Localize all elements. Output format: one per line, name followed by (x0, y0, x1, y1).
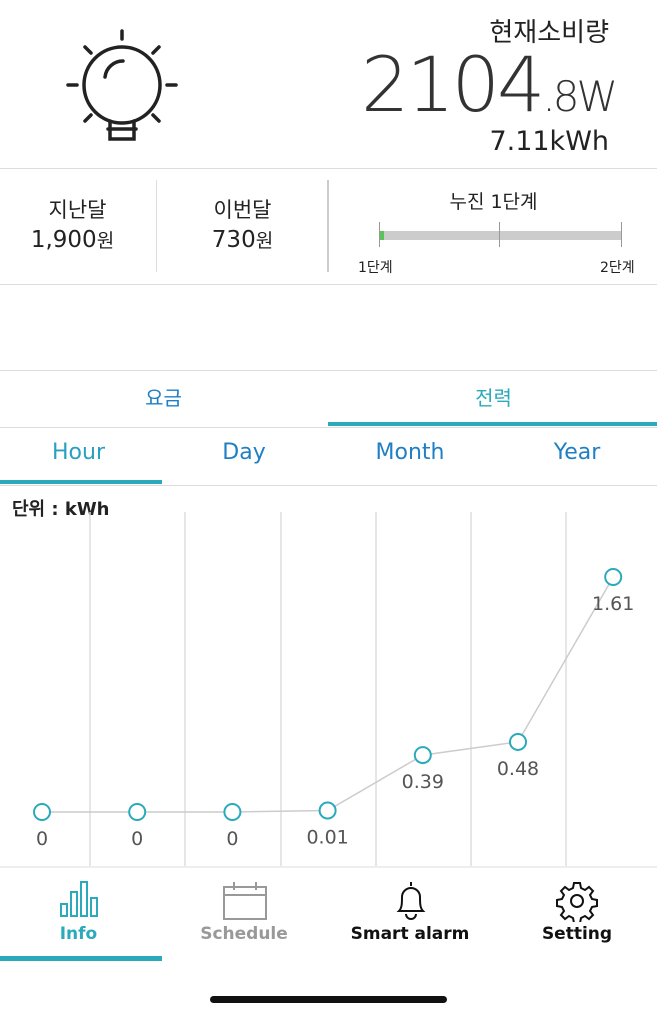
bulb-icon (66, 29, 178, 141)
nav-item[interactable]: Setting (541, 924, 613, 944)
subtab[interactable]: Month (375, 440, 445, 465)
last-month-value: 1,900원 (0, 226, 145, 253)
tab-active[interactable]: 전력 (475, 386, 512, 410)
header-title: 현재소비량 (489, 18, 609, 48)
point (318, 801, 337, 820)
value-label: 0.48 (497, 758, 539, 780)
this-month-value: 730원 (160, 226, 325, 253)
tab[interactable]: 요금 (145, 386, 182, 410)
value-label: 0 (226, 828, 238, 850)
value: 730 (211, 227, 256, 253)
home-indicator (210, 996, 447, 1003)
tier-start: 1단계 (358, 260, 393, 276)
value-label: 1.61 (592, 593, 634, 615)
alarm-icon[interactable] (390, 879, 432, 921)
unit: 원 (255, 230, 274, 252)
unit-label: 단위 : kWh (12, 499, 110, 520)
point (509, 732, 527, 751)
current-power: 2104.8W (360, 40, 618, 129)
value-label: 0.01 (306, 827, 348, 849)
schedule-icon[interactable] (222, 881, 268, 921)
subtab-active[interactable]: Hour (52, 440, 105, 465)
last-month-label: 지난달 (48, 198, 107, 222)
nav-item-active[interactable]: Info (59, 924, 98, 944)
nav-item[interactable]: Schedule (200, 924, 288, 944)
point (33, 803, 51, 821)
energy: 7.11kWh (489, 126, 609, 157)
value: 1,900 (30, 227, 97, 253)
power-integer: 2104 (360, 40, 545, 129)
point (223, 803, 242, 821)
point (604, 568, 623, 586)
point (413, 746, 432, 765)
subtab[interactable]: Day (222, 440, 266, 465)
value-label: 0 (36, 828, 48, 850)
info-icon[interactable] (58, 878, 100, 918)
unit: 원 (96, 230, 115, 252)
tier-label: 누진 1단계 (449, 191, 538, 213)
nav-item[interactable]: Smart alarm (350, 924, 470, 944)
setting-icon[interactable] (556, 880, 598, 922)
value-label: 0.39 (402, 771, 444, 793)
power-fraction: .8 (542, 72, 579, 121)
tier-end: 2단계 (600, 260, 635, 276)
tier-gauge-fill (379, 231, 384, 240)
value-label: 0 (131, 828, 143, 850)
point (128, 803, 147, 821)
power-unit: W (576, 72, 617, 121)
this-month-label: 이번달 (213, 198, 272, 222)
subtab[interactable]: Year (553, 440, 601, 465)
tier-gauge (379, 231, 622, 240)
